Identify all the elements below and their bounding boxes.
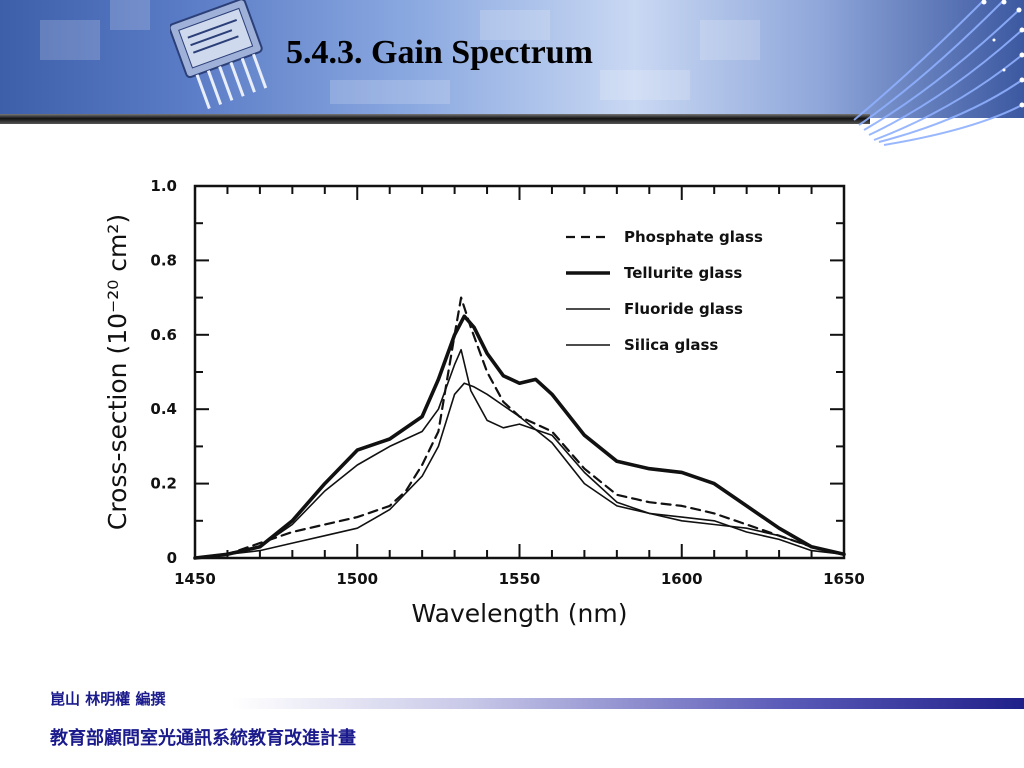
legend-label-silica-glass: Silica glass [624,336,718,354]
legend-label-fluoride-glass: Fluoride glass [624,300,743,318]
footer-program: 教育部顧問室光通訊系統教育改進計畫 [50,728,356,749]
optical-transceiver-icon [170,0,268,110]
footer-gradient-bar [232,698,1024,709]
series-line-phosphate-glass [193,296,846,560]
x-tick-label: 1650 [823,570,865,588]
y-tick-label: 0.4 [150,400,177,418]
x-tick-label: 1600 [661,570,703,588]
footer-author: 崑山 林明權 編撰 [50,690,166,708]
legend-label-tellurite-glass: Tellurite glass [624,264,742,282]
y-axis-title: Cross-section (10⁻²⁰ cm²) [103,214,132,530]
y-tick-label: 0.6 [150,326,177,344]
y-tick-label: 0.2 [150,475,177,493]
x-tick-label: 1500 [336,570,378,588]
series-line-fluoride-glass [194,348,845,559]
y-tick-label: 1.0 [150,177,177,195]
banner-divider [0,114,870,124]
y-tick-label: 0 [167,549,177,567]
legend-label-phosphate-glass: Phosphate glass [624,228,763,246]
x-axis-title: Wavelength (nm) [412,599,628,628]
gain-spectrum-chart: 1450 1500 1550 1600 1650 0 0.2 0.4 0.6 0.8 1.0 Pho… [98,165,878,645]
chart-canvas: 1450 1500 1550 1600 1650 0 0.2 0.4 0.6 0.8 1.0 Pho… [103,177,865,628]
x-tick-label: 1450 [174,570,216,588]
slide-title: 5.4.3. Gain Spectrum [286,34,593,71]
y-tick-label: 0.8 [150,251,177,269]
series-line-silica-glass [194,382,845,559]
title-banner: 5.4.3. Gain Spectrum [0,0,1024,118]
fiber-bundle-icon [853,0,1024,146]
x-tick-label: 1550 [499,570,541,588]
series-line-tellurite-glass [193,314,846,560]
